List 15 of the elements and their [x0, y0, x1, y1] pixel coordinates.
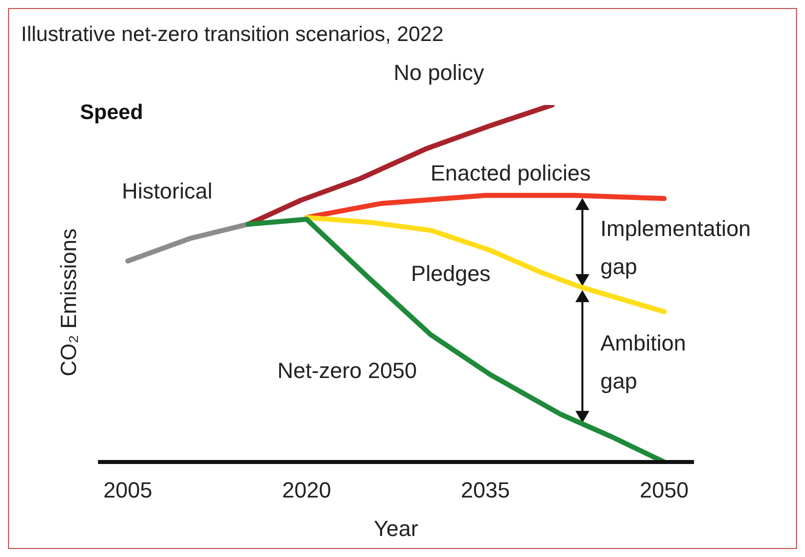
chart-subtitle: Speed — [80, 101, 144, 124]
annotation: Implementation gap — [600, 216, 751, 280]
series-label: Historical — [122, 178, 212, 204]
series-label: Pledges — [411, 260, 491, 286]
series-label: Enacted policies — [430, 160, 591, 186]
x-tick-label: 2020 — [282, 478, 332, 503]
x-tick-label: 2005 — [103, 478, 152, 503]
annotation: Ambition gap — [600, 330, 686, 394]
x-tick-label: 2035 — [460, 478, 510, 503]
x-axis-title: Year — [374, 516, 418, 541]
chart-title: Illustrative net-zero transition scenarios, 2022 — [21, 23, 444, 47]
y-axis-title: CO₂ Emissions — [56, 228, 81, 376]
series-label: No policy — [394, 60, 484, 85]
series-label: Net-zero 2050 — [277, 358, 417, 383]
x-tick-label: 2050 — [640, 478, 689, 503]
